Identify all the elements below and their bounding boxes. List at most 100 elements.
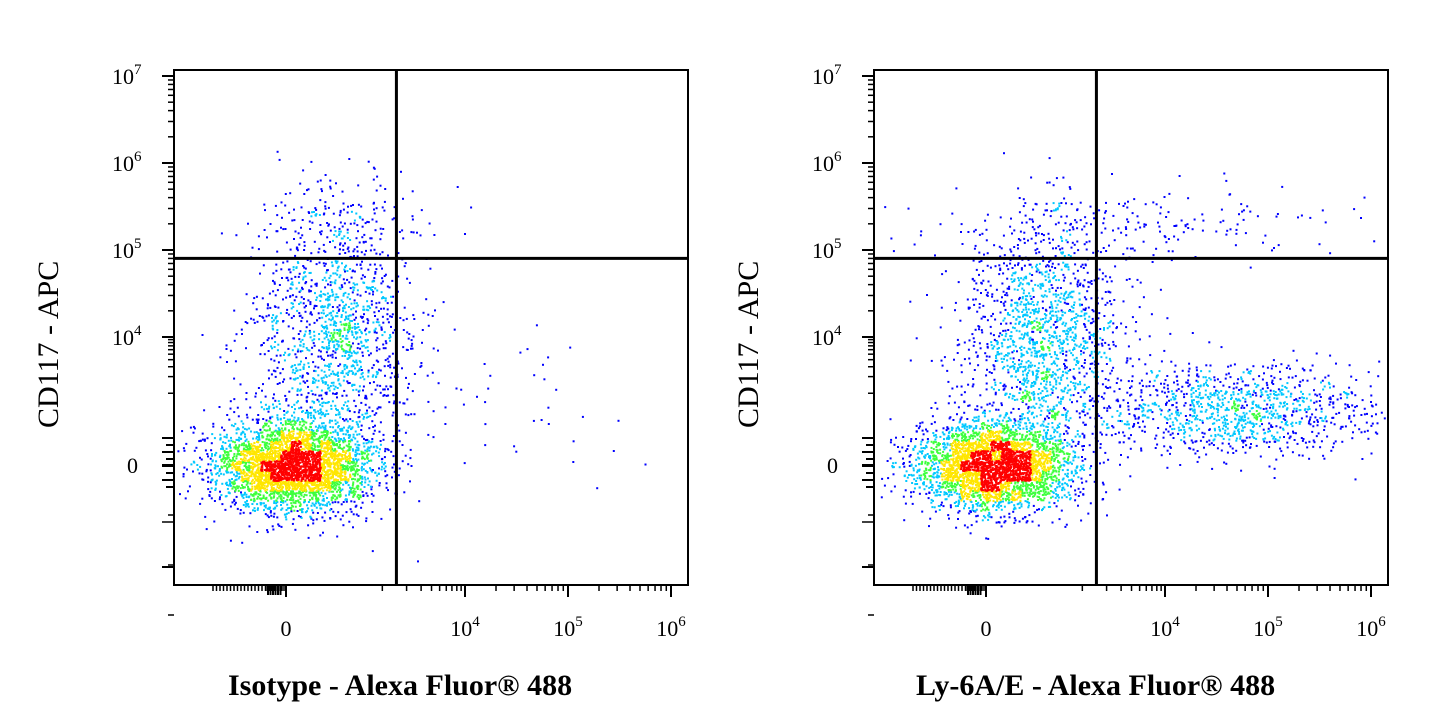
data-point xyxy=(347,382,350,385)
data-point xyxy=(255,392,257,395)
data-point xyxy=(260,472,263,475)
data-point xyxy=(305,456,308,459)
data-point xyxy=(341,464,344,467)
data-point xyxy=(270,514,273,517)
data-point xyxy=(330,362,332,365)
data-point xyxy=(359,347,362,350)
data-point xyxy=(321,425,324,428)
data-point xyxy=(345,372,348,375)
data-point xyxy=(304,483,307,486)
data-point xyxy=(228,492,231,495)
data-point xyxy=(281,216,283,219)
data-point xyxy=(343,368,346,371)
data-point xyxy=(286,289,289,292)
data-point xyxy=(219,490,221,493)
data-point xyxy=(360,373,363,376)
data-point xyxy=(325,442,327,445)
data-point xyxy=(313,445,316,447)
data-point xyxy=(206,453,209,455)
data-point xyxy=(363,486,366,488)
data-point xyxy=(350,352,353,355)
data-point xyxy=(306,372,309,375)
data-point xyxy=(358,478,361,481)
data-point xyxy=(304,472,307,475)
data-point xyxy=(296,467,299,469)
data-point xyxy=(310,313,313,316)
data-point xyxy=(317,461,320,464)
data-point xyxy=(282,497,285,500)
data-point xyxy=(334,469,337,472)
data-point xyxy=(296,476,299,479)
data-point xyxy=(330,338,333,341)
data-point xyxy=(317,312,320,315)
data-point xyxy=(339,211,342,214)
data-point xyxy=(365,249,367,252)
data-point xyxy=(328,441,331,444)
data-point xyxy=(383,462,386,464)
data-point xyxy=(412,314,415,317)
data-point xyxy=(371,286,374,288)
data-point xyxy=(257,432,260,435)
data-point xyxy=(387,364,390,367)
data-point xyxy=(342,294,345,297)
data-point xyxy=(275,322,278,325)
data-point xyxy=(222,448,225,451)
data-point xyxy=(273,502,276,504)
data-point xyxy=(334,351,337,354)
data-point xyxy=(340,438,343,441)
data-point xyxy=(353,219,356,222)
data-point xyxy=(297,262,300,264)
data-point xyxy=(385,482,388,485)
data-point xyxy=(292,469,295,472)
data-point xyxy=(250,430,252,433)
data-point xyxy=(229,484,232,487)
data-point xyxy=(379,448,381,451)
data-point xyxy=(285,434,288,437)
data-point xyxy=(393,217,396,220)
data-point xyxy=(304,479,307,482)
data-point xyxy=(391,352,394,355)
data-point xyxy=(298,453,301,456)
data-point xyxy=(317,468,319,471)
data-point xyxy=(333,388,336,391)
data-point xyxy=(266,491,269,494)
data-point xyxy=(295,447,298,450)
data-point xyxy=(205,470,208,473)
data-point xyxy=(259,463,262,466)
data-point xyxy=(329,340,332,343)
data-point xyxy=(356,468,358,471)
data-point xyxy=(319,294,322,297)
data-point xyxy=(352,457,355,460)
data-point xyxy=(346,344,349,347)
data-point xyxy=(251,503,254,505)
data-point xyxy=(273,492,276,495)
data-point xyxy=(187,490,189,493)
data-point xyxy=(369,352,372,355)
data-point xyxy=(272,452,275,455)
data-point xyxy=(275,468,278,471)
data-point xyxy=(367,371,370,374)
data-point xyxy=(266,531,269,534)
data-point xyxy=(379,227,382,230)
data-point xyxy=(293,480,296,483)
data-point xyxy=(314,214,317,217)
data-point xyxy=(271,347,274,350)
data-point xyxy=(305,399,308,402)
data-point xyxy=(265,459,268,462)
data-point xyxy=(291,349,294,352)
data-point xyxy=(297,443,300,446)
data-point xyxy=(324,479,327,481)
data-point xyxy=(284,480,287,483)
data-point xyxy=(393,206,396,209)
data-point xyxy=(326,480,329,483)
data-point xyxy=(282,433,285,436)
data-point xyxy=(302,366,305,369)
data-point xyxy=(369,288,372,291)
data-point xyxy=(327,465,330,468)
data-point xyxy=(304,489,307,492)
data-point xyxy=(302,435,305,438)
data-point xyxy=(245,480,248,483)
data-point xyxy=(355,461,358,464)
data-point xyxy=(389,315,392,318)
data-point xyxy=(313,321,316,324)
